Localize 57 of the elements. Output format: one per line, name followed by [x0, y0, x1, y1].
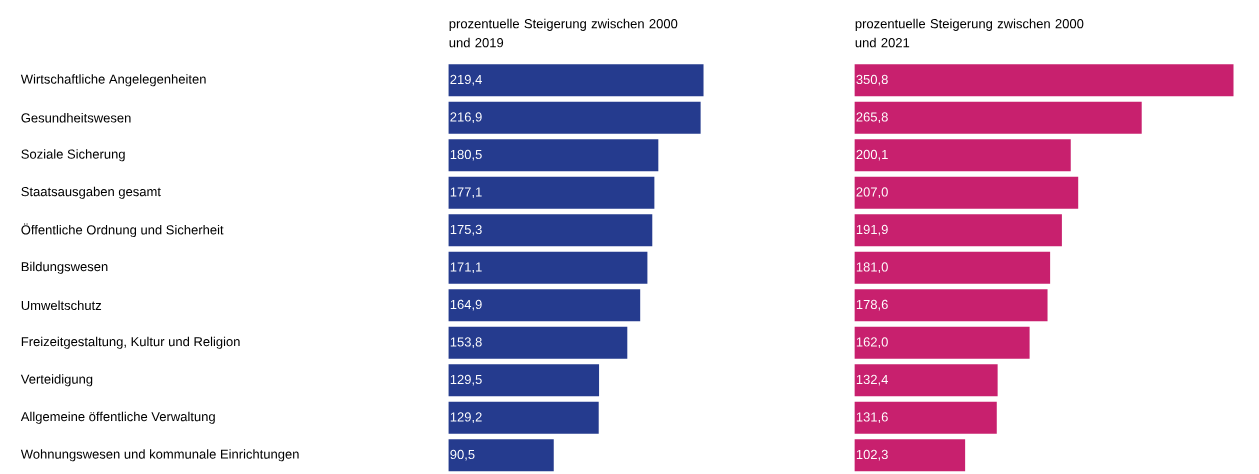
data-label: 265,8 [856, 112, 888, 124]
y-tick-label: Soziale Sicherung [21, 149, 125, 162]
y-tick-label: Wirtschaftliche Angelegenheiten [20, 74, 206, 87]
bar [448, 64, 704, 97]
y-tick-label: Freizeitgestaltung, Kultur und Religion [21, 336, 240, 349]
data-label: 207,0 [856, 187, 888, 199]
bar [854, 176, 1079, 209]
bar [854, 289, 1048, 322]
data-label: 216,9 [450, 112, 482, 124]
data-label: 175,3 [450, 224, 482, 236]
data-label: 219,4 [450, 74, 482, 86]
data-label: 350,8 [856, 74, 888, 86]
y-tick-label: Gesundheitswesen [21, 112, 131, 123]
chart-title: prozentuelle Steigerung zwischen 2000 und 2019 [449, 18, 678, 48]
bar [854, 214, 1062, 247]
data-label: 200,1 [856, 149, 888, 161]
bar [854, 439, 966, 472]
data-label: 164,9 [450, 299, 482, 311]
bar [448, 176, 655, 209]
y-tick-label: Staatsausgaben gesamt [21, 186, 161, 199]
data-label: 171,1 [450, 262, 482, 274]
bar [448, 364, 600, 397]
bar [854, 251, 1051, 284]
bar [448, 139, 659, 172]
data-label: 177,1 [450, 187, 482, 199]
data-label: 129,5 [450, 374, 482, 386]
bar [448, 289, 641, 322]
bar [854, 326, 1030, 359]
bar [854, 364, 998, 397]
data-label: 132,4 [856, 374, 888, 386]
y-tick-label: Öffentliche Ordnung und Sicherheit [21, 223, 224, 238]
bar [448, 439, 554, 472]
data-label: 153,8 [450, 337, 482, 349]
bar [448, 326, 628, 359]
bar [448, 401, 599, 434]
y-tick-label: Bildungswesen [21, 261, 108, 274]
data-label: 102,3 [856, 449, 888, 461]
bar [448, 101, 701, 134]
bar [854, 401, 997, 434]
chart-title: prozentuelle Steigerung zwischen 2000 und 2021 [855, 18, 1084, 48]
y-tick-label: Allgemeine öffentliche Verwaltung [20, 411, 215, 424]
bar [854, 101, 1142, 134]
data-label: 181,0 [856, 262, 888, 274]
y-tick-label: Umweltschutz [21, 300, 102, 311]
data-label: 131,6 [856, 412, 888, 424]
data-label: 180,5 [450, 149, 482, 161]
y-tick-label: Verteidigung [20, 374, 93, 387]
data-label: 191,9 [856, 224, 888, 236]
data-label: 162,0 [856, 337, 888, 349]
bar [448, 214, 653, 247]
bar [854, 64, 1234, 97]
data-label: 129,2 [450, 412, 482, 424]
y-tick-label: Wohnungswesen und kommunale Einrichtungen [20, 449, 299, 462]
bar [854, 139, 1071, 172]
bar [448, 251, 648, 284]
data-label: 178,6 [856, 299, 888, 311]
data-label: 90,5 [450, 449, 475, 461]
